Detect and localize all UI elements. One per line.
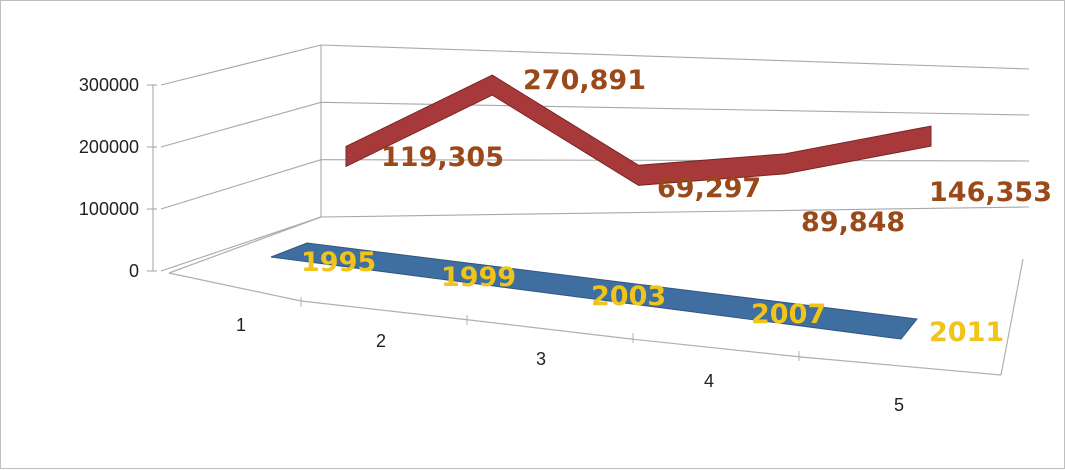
gridline-side — [160, 216, 322, 272]
data-label: 89,848 — [801, 207, 905, 238]
x-tick-label: 3 — [536, 349, 546, 369]
x-tick-label: 4 — [704, 371, 714, 391]
floor-right-edge — [1000, 258, 1024, 376]
chart-walls — [152, 45, 1024, 376]
gridline-back — [320, 206, 1030, 218]
series-ribbon-values — [345, 74, 932, 186]
gridline-side — [160, 44, 322, 86]
y-tick-label: 200000 — [79, 137, 139, 157]
data-label: 1995 — [301, 247, 376, 278]
x-tick-label: 5 — [894, 395, 904, 415]
y-axis: 0 100000 200000 300000 — [79, 75, 157, 281]
series-ribbons — [270, 74, 932, 340]
x-tick-label: 1 — [236, 315, 246, 335]
gridline-side — [160, 159, 322, 210]
gridline-side — [160, 101, 322, 148]
y-tick-label: 100000 — [79, 199, 139, 219]
data-labels: 1995 1999 2003 2007 2011 119,305 270,891 69,297… — [301, 65, 1052, 348]
y-tick-label: 0 — [129, 261, 139, 281]
gridline-back — [320, 159, 1030, 162]
data-label: 270,891 — [523, 65, 646, 96]
data-label: 2003 — [591, 281, 666, 312]
y-tick-label: 300000 — [79, 75, 139, 95]
floor-side-edge — [168, 216, 322, 274]
data-label: 2007 — [751, 299, 826, 330]
data-label: 69,297 — [657, 173, 761, 204]
gridline-back — [320, 44, 1030, 70]
data-label: 146,353 — [929, 177, 1052, 208]
data-label: 2011 — [929, 317, 1004, 348]
data-label: 119,305 — [381, 142, 504, 173]
floor-front-edge — [168, 272, 1002, 376]
x-tick-label: 2 — [376, 331, 386, 351]
x-axis: 1 2 3 4 5 — [236, 297, 904, 415]
data-label: 1999 — [441, 262, 516, 293]
series-ribbon-years — [270, 242, 918, 340]
